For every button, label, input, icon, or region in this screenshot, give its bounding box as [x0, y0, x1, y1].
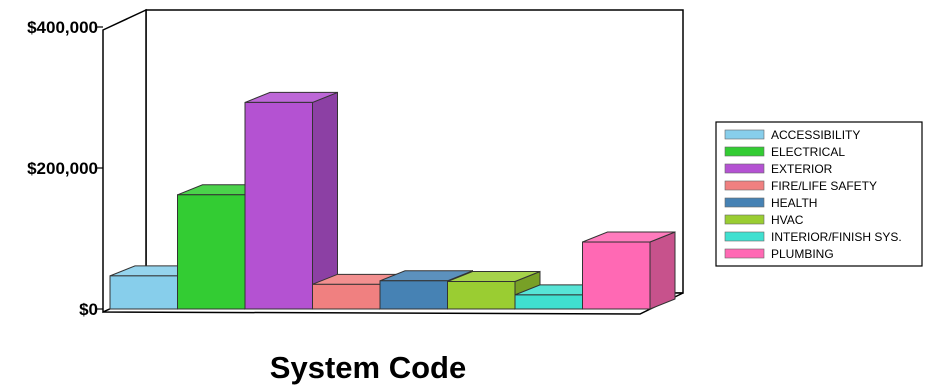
legend-label: INTERIOR/FINISH SYS. [771, 230, 902, 244]
legend: ACCESSIBILITY ELECTRICAL EXTERIOR FIRE/LIFE… [715, 121, 923, 267]
bar-exterior [244, 91, 338, 310]
bar-front [379, 280, 448, 310]
legend-item: HEALTH [724, 196, 817, 210]
legend-swatch [724, 129, 765, 140]
y-tick-label: $0 [79, 300, 98, 319]
bar-side [649, 231, 676, 310]
legend-item: PLUMBING [724, 247, 834, 261]
legend-item: INTERIOR/FINISH SYS. [724, 230, 902, 244]
legend-swatch [724, 248, 765, 259]
legend-item: FIRE/LIFE SAFETY [724, 179, 877, 193]
legend-swatch [724, 197, 765, 208]
legend-swatch [724, 214, 765, 225]
y-tick-label: $200,000 [27, 159, 98, 178]
bar-front [244, 101, 313, 310]
legend-swatch [724, 180, 765, 191]
legend-label: EXTERIOR [771, 162, 833, 176]
bar-front [514, 294, 583, 310]
legend-label: HEALTH [771, 196, 817, 210]
x-axis-label: System Code [270, 350, 466, 385]
legend-swatch [724, 163, 765, 174]
legend-item: ELECTRICAL [724, 145, 845, 159]
legend-label: FIRE/LIFE SAFETY [771, 179, 877, 193]
bar-front [177, 194, 246, 310]
legend-swatch [724, 231, 765, 242]
legend-label: ACCESSIBILITY [771, 128, 860, 142]
y-tick-label: $400,000 [27, 18, 98, 37]
legend-label: HVAC [771, 213, 804, 227]
legend-box [715, 121, 923, 267]
bar-front [582, 241, 651, 310]
bar-plumbing [582, 231, 676, 310]
bar-front [447, 281, 516, 310]
bar-front [109, 275, 178, 310]
legend-item: EXTERIOR [724, 162, 833, 176]
legend-swatch [724, 146, 765, 157]
legend-label: ELECTRICAL [771, 145, 845, 159]
bar-front [312, 283, 381, 310]
y-axis-ticks: $0 $200,000 $400,000 [27, 18, 103, 319]
legend-item: HVAC [724, 213, 804, 227]
bars [109, 91, 676, 310]
legend-label: PLUMBING [771, 247, 834, 261]
legend-item: ACCESSIBILITY [724, 128, 860, 142]
